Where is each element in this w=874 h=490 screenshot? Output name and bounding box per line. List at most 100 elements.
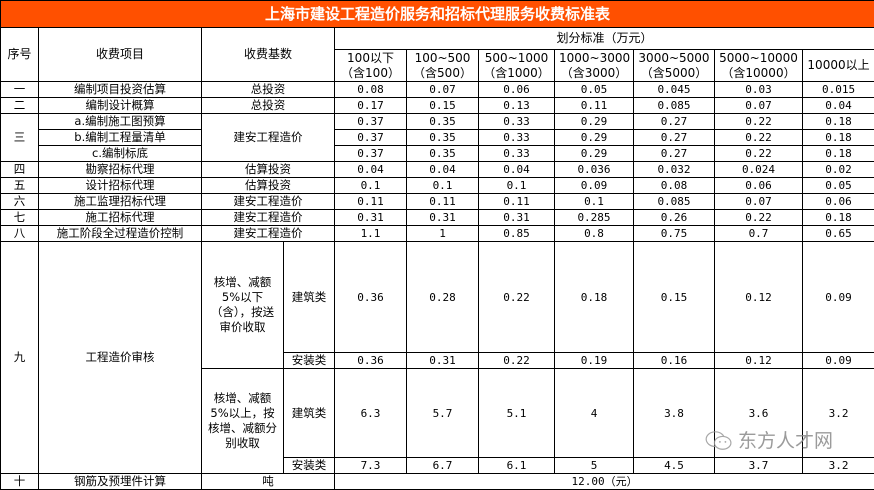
header-seq: 序号 (1, 28, 39, 82)
row-seq: 三 (1, 114, 39, 162)
row-value: 0.37 (335, 114, 407, 130)
row-value: 0.085 (634, 194, 715, 210)
header-item: 收费项目 (39, 28, 202, 82)
row-item: b.编制工程量清单 (39, 130, 202, 146)
row-value: 0.65 (803, 226, 874, 242)
row-value: 12.00（元） (335, 474, 874, 490)
audit-building-label: 建筑类 (284, 242, 335, 353)
row-value: 6.1 (479, 458, 555, 474)
row-value: 0.75 (634, 226, 715, 242)
row-value: 0.1 (555, 194, 634, 210)
row-value: 0.04 (479, 162, 555, 178)
row-value: 0.07 (715, 194, 803, 210)
row-value: 0.8 (555, 226, 634, 242)
row-value: 5.7 (407, 369, 479, 458)
audit-install-label: 安装类 (284, 458, 335, 474)
row-value: 0.31 (407, 210, 479, 226)
row-value: 0.06 (479, 82, 555, 98)
row-value: 0.11 (335, 194, 407, 210)
row-value: 0.09 (803, 242, 874, 353)
row-base: 总投资 (202, 98, 335, 114)
row-value: 0.17 (335, 98, 407, 114)
row-value: 1.1 (335, 226, 407, 242)
row-value: 0.19 (555, 353, 634, 369)
row-value: 0.11 (479, 194, 555, 210)
row-seq: 七 (1, 210, 39, 226)
row-value: 0.11 (555, 98, 634, 114)
row-value: 0.22 (715, 114, 803, 130)
row-item: a.编制施工图预算 (39, 114, 202, 130)
header-range: 100以下（含100） (335, 50, 407, 82)
row-value: 0.28 (407, 242, 479, 353)
row-value: 0.36 (335, 242, 407, 353)
row-value: 0.11 (407, 194, 479, 210)
row-seq: 九 (1, 242, 39, 474)
row-value: 0.31 (479, 210, 555, 226)
row-value: 0.36 (335, 353, 407, 369)
row-value: 0.31 (335, 210, 407, 226)
row-value: 0.1 (407, 178, 479, 194)
row-value: 0.03 (715, 82, 803, 98)
row-value: 0.024 (715, 162, 803, 178)
row-value: 0.09 (803, 353, 874, 369)
row-value: 0.33 (479, 114, 555, 130)
row-value: 0.036 (555, 162, 634, 178)
row-base: 吨 (202, 474, 335, 490)
row-value: 0.85 (479, 226, 555, 242)
header-range: 10000以上 (803, 50, 874, 82)
row-item: c.编制标底 (39, 146, 202, 162)
row-value: 0.29 (555, 114, 634, 130)
row-item: 编制项目投资估算 (39, 82, 202, 98)
row-value: 0.04 (407, 162, 479, 178)
row-value: 0.37 (335, 146, 407, 162)
header-range: 3000~5000（含5000） (634, 50, 715, 82)
row-value: 0.02 (803, 162, 874, 178)
row-value: 0.15 (407, 98, 479, 114)
row-value: 3.2 (803, 458, 874, 474)
row-value: 0.04 (335, 162, 407, 178)
row-item: 施工阶段全过程造价控制 (39, 226, 202, 242)
row-value: 3.2 (803, 369, 874, 458)
row-base: 建安工程造价 (202, 226, 335, 242)
header-standard: 划分标准（万元） (335, 28, 874, 50)
row-value: 0.35 (407, 114, 479, 130)
row-value: 0.18 (803, 130, 874, 146)
audit-building-label: 建筑类 (284, 369, 335, 458)
row-value: 0.27 (634, 146, 715, 162)
row-item: 设计招标代理 (39, 178, 202, 194)
row-value: 0.22 (715, 210, 803, 226)
row-value: 0.13 (479, 98, 555, 114)
row-value: 6.3 (335, 369, 407, 458)
row-value: 0.285 (555, 210, 634, 226)
row-value: 0.33 (479, 130, 555, 146)
row-base: 建安工程造价 (202, 210, 335, 226)
row-item: 编制设计概算 (39, 98, 202, 114)
row-base: 建安工程造价 (202, 114, 335, 162)
row-value: 7.3 (335, 458, 407, 474)
row-item: 勘察招标代理 (39, 162, 202, 178)
row-value: 4.5 (634, 458, 715, 474)
row-value: 5 (555, 458, 634, 474)
row-item: 工程造价审核 (39, 242, 202, 474)
audit-condition: 核增、减额5%以下（含），按送审价收取 (202, 242, 284, 369)
row-base: 建安工程造价 (202, 194, 335, 210)
row-value: 0.08 (335, 82, 407, 98)
row-value: 0.22 (479, 242, 555, 353)
row-value: 0.06 (715, 178, 803, 194)
row-value: 0.04 (803, 98, 874, 114)
row-value: 0.09 (555, 178, 634, 194)
row-value: 0.12 (715, 242, 803, 353)
row-value: 3.7 (715, 458, 803, 474)
row-value: 6.7 (407, 458, 479, 474)
row-value: 0.27 (634, 114, 715, 130)
row-value: 0.16 (634, 353, 715, 369)
row-value: 0.05 (555, 82, 634, 98)
row-value: 0.29 (555, 130, 634, 146)
row-value: 0.015 (803, 82, 874, 98)
